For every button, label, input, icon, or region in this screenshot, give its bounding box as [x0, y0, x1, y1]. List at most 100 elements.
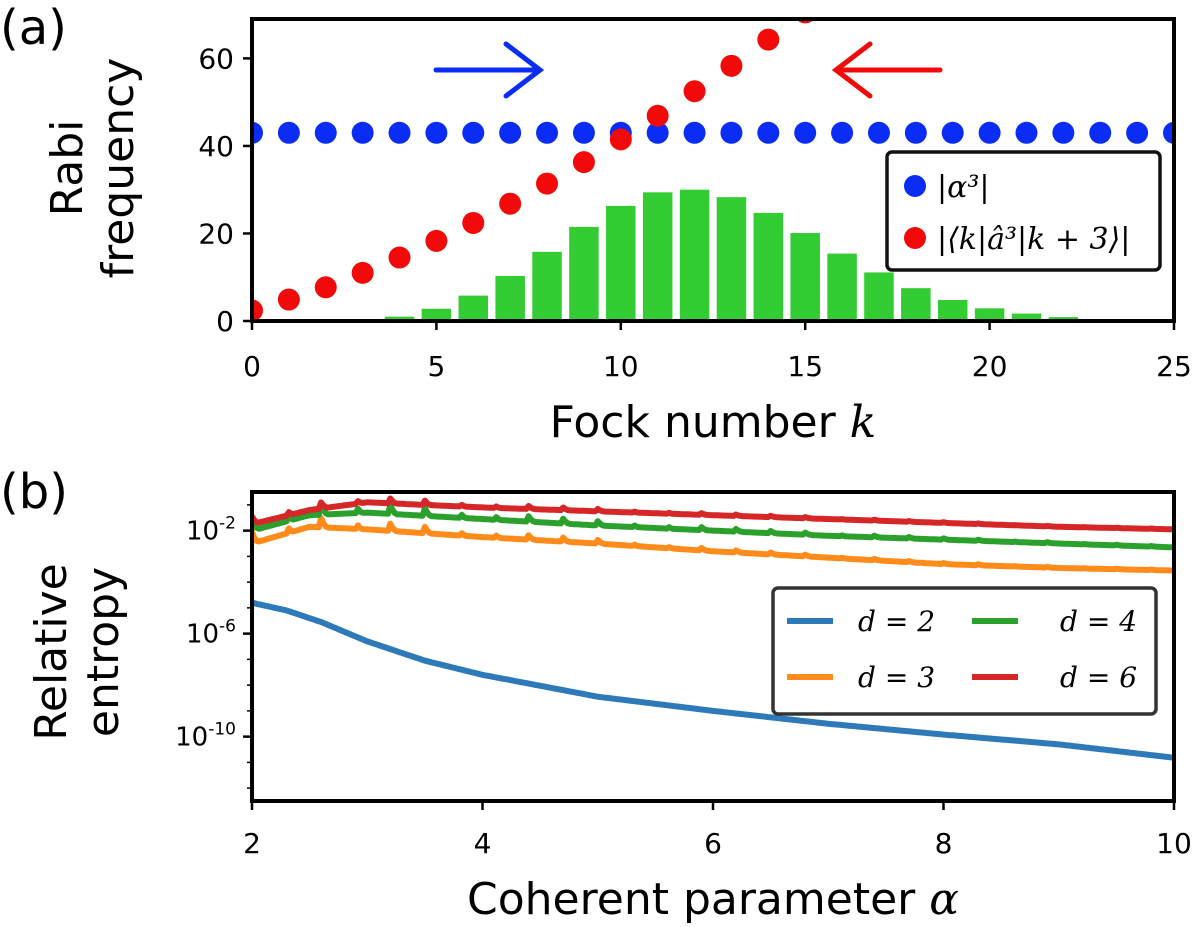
panel-b-legend: d = 2 d = 3 d = 4 d = 6: [771, 586, 1158, 716]
legend-marker-matrix-element: [904, 227, 926, 249]
legend-label-d2: d = 2: [858, 605, 935, 638]
legend-label-alpha3: |α³|: [937, 170, 990, 205]
bar-k13: [716, 197, 747, 321]
panel-a: (a) 0 5 10 15 20 25 0 20 40 60 |α³| |⟨k|â³|k + 3…: [0, 0, 1192, 448]
legend-label-matrix-element: |⟨k|â³|k + 3⟩|: [937, 222, 1130, 257]
matrix-element-point-k9: [572, 151, 595, 174]
alpha3-point-k0: [252, 121, 263, 144]
alpha3-point-k2: [314, 121, 337, 144]
panel-b-x-label-text: Coherent parameter: [467, 874, 929, 925]
bar-k12: [679, 189, 710, 321]
matrix-element-point-k2: [314, 276, 337, 299]
panel-a-y-tick-label: 40: [198, 130, 234, 163]
bar-k16: [827, 253, 857, 321]
series-line-d3: [252, 515, 1174, 574]
alpha3-point-k24: [1126, 121, 1149, 144]
panel-b: (b) 2 4 6 8 10 10-2 10-6 10-10 d = 2 d = 3 d =…: [0, 464, 1192, 925]
matrix-element-point-k6: [462, 211, 485, 234]
matrix-element-point-k1: [277, 288, 300, 311]
panel-a-x-tick-label: 15: [787, 350, 823, 383]
alpha3-point-k6: [462, 121, 485, 144]
panel-a-legend: |α³| |⟨k|â³|k + 3⟩|: [885, 150, 1162, 272]
matrix-element-point-k7: [499, 192, 522, 215]
alpha3-point-k9: [572, 121, 595, 144]
panel-a-bars: [384, 189, 1079, 321]
panel-a-x-tick-label: 25: [1156, 350, 1192, 383]
panel-b-frame: [250, 490, 1176, 803]
panel-b-x-tick-label: 10: [1156, 827, 1192, 860]
alpha3-point-k12: [683, 121, 706, 144]
alpha3-point-k1: [277, 121, 300, 144]
panel-a-x-label-var: k: [850, 397, 877, 448]
alpha3-point-k5: [425, 121, 448, 144]
bar-k9: [569, 226, 599, 321]
alpha3-point-k19: [941, 121, 964, 144]
alpha3-point-k7: [499, 121, 522, 144]
series-line-d2: [252, 599, 1174, 761]
matrix-element-point-k14: [757, 28, 780, 51]
panel-b-y-tick-label: 10-10: [175, 720, 236, 753]
panel-b-x-tick-label: 4: [474, 827, 492, 860]
panel-b-x-tick-label: 2: [243, 827, 261, 860]
bar-k5: [421, 308, 452, 321]
panel-b-x-label: Coherent parameter α: [467, 874, 959, 925]
alpha3-point-k8: [536, 121, 559, 144]
panel-a-x-tick-label: 0: [243, 350, 261, 383]
panel-b-y-tick-label: 10-6: [186, 617, 236, 650]
alpha3-point-k14: [757, 121, 780, 144]
panel-b-x-tick-label: 6: [704, 827, 722, 860]
panel-a-legend-box: [885, 150, 1162, 272]
panel-a-y-tick-label: 20: [198, 217, 234, 250]
panel-a-points: [252, 19, 1174, 321]
blue-right-arrow-icon: [433, 41, 545, 99]
panel-b-x-tick-label: 8: [935, 827, 953, 860]
bar-k17: [864, 272, 894, 321]
panel-a-x-tick-label: 10: [603, 350, 639, 383]
bar-k21: [1011, 313, 1042, 321]
bar-k4: [384, 316, 415, 321]
bar-k18: [901, 288, 931, 321]
matrix-element-point-k3: [351, 261, 374, 284]
panel-b-legend-box: [771, 586, 1158, 716]
panel-a-x-tick-label: 20: [972, 350, 1008, 383]
panel-a-y-label-line1: Rabi: [42, 120, 93, 217]
panel-a-x-ticks: 0 5 10 15 20 25: [243, 321, 1192, 383]
bar-k15: [790, 233, 820, 321]
bar-k14: [753, 212, 784, 321]
bar-k20: [974, 308, 1005, 321]
matrix-element-point-k5: [425, 229, 448, 252]
legend-marker-alpha3: [904, 175, 926, 197]
bar-k7: [495, 275, 525, 321]
panel-b-x-ticks: 2 4 6 8 10: [243, 801, 1192, 860]
panel-b-y-tick-label: 10-2: [186, 514, 236, 547]
matrix-element-point-k8: [536, 172, 559, 195]
alpha3-point-k17: [867, 121, 890, 144]
panel-b-y-label-line1: Relative: [26, 563, 77, 740]
bar-k19: [937, 299, 968, 321]
alpha3-point-k21: [1015, 121, 1038, 144]
alpha3-point-k15: [794, 121, 817, 144]
matrix-element-point-k11: [646, 104, 669, 127]
series-line-d4: [252, 500, 1174, 551]
alpha3-point-k16: [831, 121, 854, 144]
alpha3-point-k3: [351, 121, 374, 144]
panel-b-x-label-var: α: [929, 874, 959, 925]
alpha3-point-k18: [904, 121, 927, 144]
alpha3-point-k11: [646, 121, 669, 144]
matrix-element-point-k13: [720, 54, 743, 77]
matrix-element-point-k12: [683, 80, 706, 103]
panel-a-frame: [250, 17, 1176, 323]
panel-a-y-ticks: 0 20 40 60: [198, 42, 252, 338]
alpha3-point-k23: [1089, 121, 1112, 144]
matrix-element-point-k0: [252, 299, 263, 321]
panel-a-label: (a): [0, 0, 67, 56]
legend-label-d6: d = 6: [1060, 661, 1137, 694]
bar-k11: [642, 192, 673, 321]
matrix-element-point-k10: [609, 128, 632, 151]
panel-a-y-tick-label: 60: [198, 42, 234, 75]
alpha3-point-k25: [1163, 121, 1174, 144]
alpha3-point-k22: [1052, 121, 1075, 144]
panel-b-label: (b): [0, 464, 68, 520]
legend-label-d3: d = 3: [858, 661, 935, 694]
